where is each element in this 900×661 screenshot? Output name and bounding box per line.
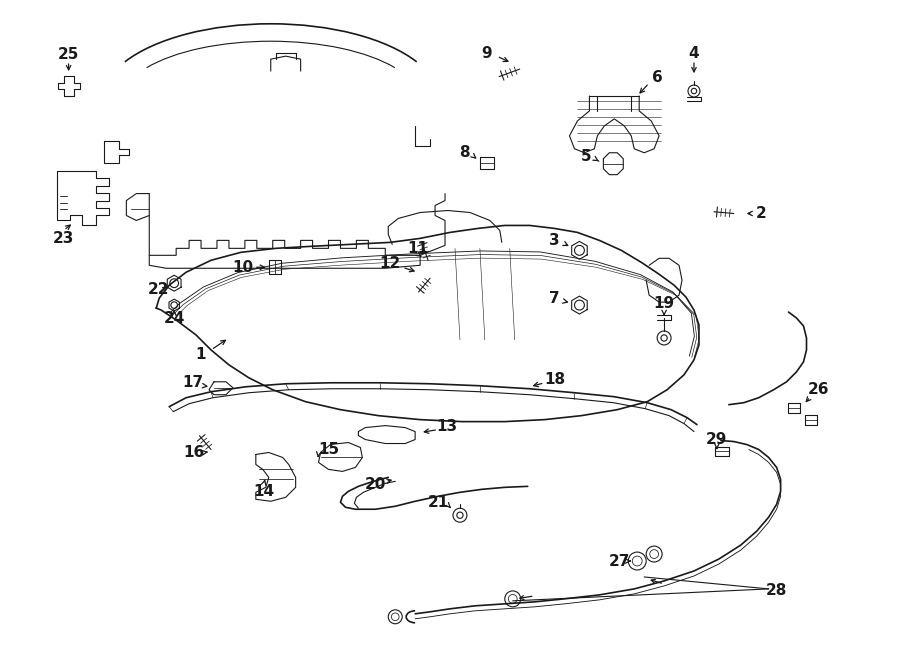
Text: 4: 4 [688,46,699,61]
Text: 2: 2 [755,206,766,221]
Text: 15: 15 [318,442,339,457]
Text: 28: 28 [766,584,788,598]
Text: 18: 18 [544,372,565,387]
Text: 21: 21 [428,495,449,510]
Text: 9: 9 [482,46,492,61]
Text: 23: 23 [53,231,75,246]
Text: 17: 17 [183,375,203,390]
Text: 5: 5 [581,149,591,164]
Text: 26: 26 [807,382,829,397]
Text: 22: 22 [148,282,169,297]
Text: 25: 25 [58,47,79,61]
Text: 29: 29 [706,432,727,447]
Text: 27: 27 [608,553,630,568]
Text: 19: 19 [653,295,675,311]
Text: 14: 14 [253,484,274,499]
Text: 24: 24 [164,311,184,326]
Text: 12: 12 [380,256,400,271]
Text: 13: 13 [436,419,457,434]
Text: 6: 6 [652,69,662,85]
Text: 8: 8 [459,145,469,160]
Text: 10: 10 [232,260,254,275]
Text: 11: 11 [408,241,428,256]
Text: 7: 7 [549,291,560,305]
Text: 20: 20 [364,477,386,492]
Text: 1: 1 [196,348,206,362]
Text: 3: 3 [549,233,560,248]
Text: 16: 16 [184,445,204,460]
